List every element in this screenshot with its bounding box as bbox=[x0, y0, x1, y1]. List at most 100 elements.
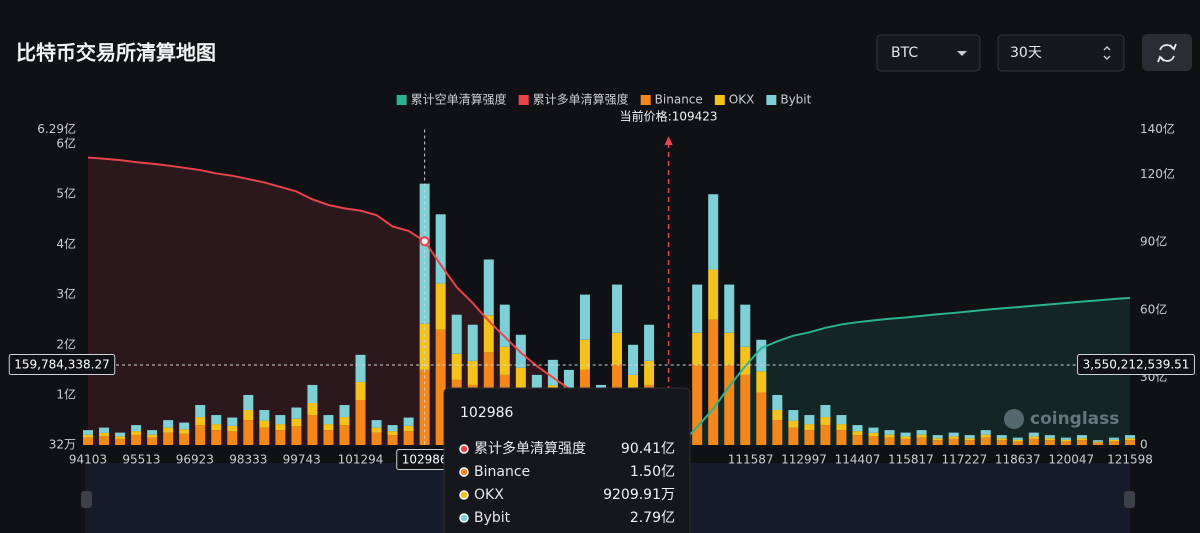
bar-segment bbox=[435, 214, 446, 284]
bar-segment bbox=[820, 405, 831, 418]
bar-segment bbox=[211, 415, 222, 425]
select-box[interactable] bbox=[876, 34, 981, 72]
bar-segment bbox=[355, 381, 366, 400]
bar-segment bbox=[996, 438, 1007, 441]
zoom-handle[interactable] bbox=[81, 491, 92, 508]
bar-segment bbox=[227, 425, 238, 432]
bar-segment bbox=[884, 437, 895, 445]
button-bg[interactable] bbox=[1142, 34, 1192, 71]
page-title: 比特币交易所清算地图 bbox=[16, 41, 216, 65]
bar-segment bbox=[371, 427, 382, 433]
area bbox=[681, 297, 1130, 445]
y-tick-label: 4亿 bbox=[56, 236, 76, 251]
legend-swatch bbox=[640, 95, 651, 105]
tooltip-dot bbox=[459, 467, 469, 477]
bar-segment bbox=[612, 284, 623, 333]
tooltip-value: 90.41亿 bbox=[621, 441, 675, 457]
bar-segment bbox=[179, 422, 190, 430]
bar-segment bbox=[419, 183, 430, 324]
bar-segment bbox=[1125, 435, 1135, 439]
bar-segment bbox=[131, 435, 142, 445]
x-tick-label: 121598 bbox=[1107, 453, 1153, 467]
bar-segment bbox=[740, 346, 751, 375]
bar-segment bbox=[1108, 441, 1119, 445]
bar-segment bbox=[836, 415, 847, 425]
bar-segment bbox=[195, 405, 206, 418]
bar-segment bbox=[948, 438, 959, 445]
select-box[interactable] bbox=[997, 34, 1125, 72]
bar-segment bbox=[868, 432, 879, 437]
bar-segment bbox=[131, 425, 142, 432]
bar-segment bbox=[179, 429, 190, 434]
bar-segment bbox=[339, 425, 350, 445]
bar-segment bbox=[884, 430, 895, 435]
legend-swatch bbox=[714, 95, 725, 105]
bar-segment bbox=[772, 420, 783, 445]
bar-segment bbox=[227, 417, 238, 426]
select-value[interactable]: 30天 bbox=[1010, 45, 1042, 61]
bar-segment bbox=[804, 430, 815, 445]
x-tick-label: 99743 bbox=[283, 453, 321, 467]
tooltip-value: 9209.91万 bbox=[603, 487, 675, 503]
bar-segment bbox=[1092, 442, 1103, 445]
bar-segment bbox=[980, 437, 991, 445]
bar-segment bbox=[323, 424, 334, 431]
bar-segment bbox=[243, 410, 254, 421]
bar-segment bbox=[115, 432, 126, 437]
bar-segment bbox=[83, 437, 93, 445]
bar-segment bbox=[644, 324, 655, 361]
bar-segment bbox=[243, 394, 254, 411]
select-value[interactable]: BTC bbox=[891, 45, 918, 61]
period-select[interactable]: 30天 bbox=[997, 34, 1125, 72]
bar-segment bbox=[163, 432, 174, 445]
x-tick-label: 118637 bbox=[995, 453, 1041, 467]
bar-segment bbox=[307, 403, 318, 416]
bar-segment bbox=[179, 433, 190, 445]
bar-segment bbox=[740, 374, 751, 445]
bar-segment bbox=[644, 360, 655, 385]
x-tick-label: 114407 bbox=[835, 453, 881, 467]
bar-segment bbox=[836, 430, 847, 445]
bar-segment bbox=[932, 438, 943, 441]
bar-segment bbox=[1076, 438, 1087, 441]
bar-segment bbox=[307, 384, 318, 404]
tooltip-dot bbox=[459, 513, 469, 523]
symbol-select[interactable]: BTC bbox=[876, 34, 981, 72]
tooltip-box bbox=[443, 387, 691, 533]
bar-segment bbox=[852, 435, 863, 445]
bar-segment bbox=[403, 417, 414, 426]
legend-label: Bybit bbox=[780, 93, 811, 107]
bar-segment bbox=[932, 435, 943, 439]
y-tick-label: 32万 bbox=[49, 438, 76, 452]
bar-segment bbox=[932, 440, 943, 445]
bar-segment bbox=[836, 424, 847, 431]
tooltip-value: 2.79亿 bbox=[630, 510, 675, 526]
legend-label: Binance bbox=[655, 93, 703, 107]
bar-segment bbox=[371, 420, 382, 428]
bar-segment bbox=[724, 284, 735, 333]
tooltip-value: 1.50亿 bbox=[630, 464, 675, 480]
bar-segment bbox=[435, 329, 446, 445]
y-tick-label: 2亿 bbox=[56, 336, 76, 351]
bar-segment bbox=[708, 194, 719, 270]
bar-segment bbox=[1028, 438, 1039, 445]
bar-segment bbox=[1125, 438, 1135, 441]
bar-segment bbox=[692, 332, 703, 365]
refresh-button[interactable] bbox=[1142, 34, 1192, 71]
y2-tick-label: 60亿 bbox=[1140, 301, 1167, 316]
bar-segment bbox=[900, 438, 911, 445]
bar-segment bbox=[259, 427, 270, 445]
bar-segment bbox=[387, 435, 398, 445]
bar-segment bbox=[628, 344, 639, 375]
bar-segment bbox=[483, 315, 494, 353]
y-tick-label: 6亿 bbox=[56, 136, 76, 151]
bar-segment bbox=[435, 283, 446, 330]
bar-segment bbox=[1076, 440, 1087, 445]
bar-segment bbox=[756, 339, 767, 372]
zoom-handle[interactable] bbox=[1124, 491, 1135, 508]
bar-segment bbox=[788, 410, 799, 421]
bar-segment bbox=[612, 332, 623, 365]
x-tick-label: 98333 bbox=[229, 453, 267, 467]
bar-segment bbox=[355, 399, 366, 445]
